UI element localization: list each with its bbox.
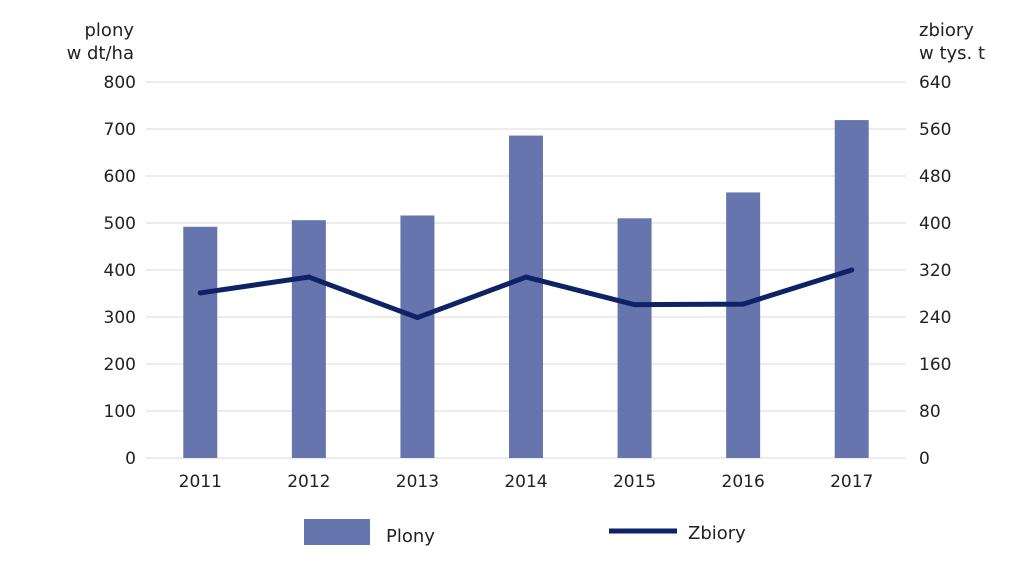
- left-axis-title-line2: w dt/ha: [67, 43, 134, 64]
- right-axis-tick-label: 560: [919, 120, 951, 140]
- right-axis-tick-label: 0: [919, 449, 930, 469]
- left-axis-tick-label: 0: [125, 449, 136, 469]
- left-axis-tick-label: 400: [104, 261, 136, 281]
- left-axis-tick-label: 700: [104, 120, 136, 140]
- left-axis-tick-label: 800: [104, 73, 136, 93]
- line-series: [197, 267, 855, 321]
- x-axis-tick-label: 2017: [830, 472, 873, 492]
- right-axis-title-line1: zbiory: [919, 20, 974, 41]
- legend-swatch-plony: [304, 519, 370, 545]
- right-axis-tick-label: 160: [919, 355, 951, 375]
- left-axis-tick-label: 600: [104, 167, 136, 187]
- left-axis-tick-label: 200: [104, 355, 136, 375]
- right-axis-tick-label: 400: [919, 214, 951, 234]
- bar-plony-2016: [726, 192, 761, 458]
- x-axis-tick-label: 2016: [722, 472, 765, 492]
- legend-label-plony: Plony: [386, 526, 435, 547]
- right-axis-title-line2: w tys. t: [919, 43, 985, 64]
- right-axis-tick-label: 640: [919, 73, 951, 93]
- bar-plony-2017: [834, 120, 869, 458]
- point-zbiory-2015: [632, 302, 638, 308]
- point-zbiory-2012: [306, 274, 312, 280]
- point-zbiory-2014: [523, 274, 529, 280]
- point-zbiory-2016: [740, 301, 746, 307]
- x-axis-tick-label: 2013: [396, 472, 439, 492]
- bar-plony-2012: [291, 220, 326, 458]
- x-axis-tick-label: 2015: [613, 472, 656, 492]
- left-axis-tick-label: 100: [104, 402, 136, 422]
- legend-label-zbiory: Zbiory: [688, 523, 746, 544]
- right-axis-tick-label: 320: [919, 261, 951, 281]
- right-axis-tick-label: 240: [919, 308, 951, 328]
- bar-plony-2013: [400, 215, 435, 458]
- x-axis-tick-label: 2014: [504, 472, 547, 492]
- x-axis-ticks: 2011 2012 2013 2014 2015 2016 2017: [179, 472, 874, 492]
- bar-plony-2011: [183, 226, 218, 458]
- bar-series: [183, 120, 869, 458]
- point-zbiory-2017: [849, 267, 855, 273]
- x-axis-tick-label: 2011: [179, 472, 222, 492]
- left-axis-ticks: 0 100 200 300 400 500 600 700 800: [104, 73, 136, 469]
- right-axis-tick-label: 480: [919, 167, 951, 187]
- left-axis-title-line1: plony: [85, 20, 135, 41]
- bar-plony-2015: [617, 218, 652, 458]
- right-axis-ticks: 0 80 160 240 320 400 480 560 640: [919, 73, 951, 469]
- point-zbiory-2013: [414, 315, 420, 321]
- left-axis-tick-label: 300: [104, 308, 136, 328]
- point-zbiory-2011: [197, 290, 203, 296]
- left-axis-tick-label: 500: [104, 214, 136, 234]
- bar-plony-2014: [509, 135, 543, 458]
- right-axis-tick-label: 80: [919, 402, 941, 422]
- x-axis-tick-label: 2012: [287, 472, 330, 492]
- legend: Plony Zbiory: [304, 519, 746, 547]
